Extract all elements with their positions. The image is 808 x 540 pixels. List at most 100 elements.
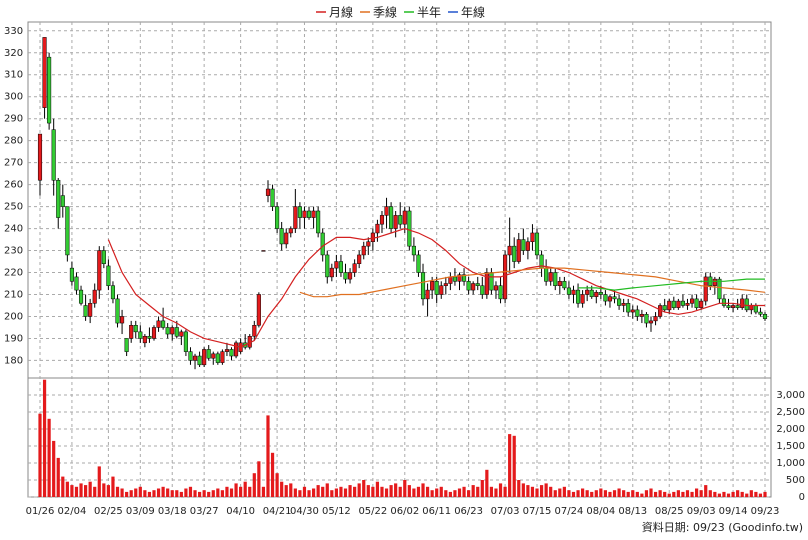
candle-body (398, 215, 403, 225)
candle-body (512, 245, 517, 262)
volume-bar (553, 490, 557, 497)
y2-tick-label: 500 (786, 475, 805, 486)
volume-bar (407, 485, 411, 497)
candle-body (252, 325, 257, 337)
volume-bar (134, 488, 138, 497)
candle-body (749, 305, 754, 311)
candle-body (626, 303, 631, 313)
volume-bar (321, 486, 325, 497)
candle-body (47, 56, 52, 124)
volume-bar (535, 488, 539, 497)
volume-bar (170, 490, 174, 497)
candle-body (215, 353, 220, 363)
volume-bar (476, 486, 480, 497)
legend-label: 季線 (373, 5, 397, 20)
volume-bar (111, 476, 115, 497)
x-tick-label: 06/11 (422, 506, 451, 517)
y-tick-label: 260 (4, 180, 23, 191)
volume-bar (517, 480, 521, 497)
candle-body (726, 305, 731, 308)
candle-body (548, 272, 553, 282)
y-tick-label: 240 (4, 224, 23, 235)
volume-bar (83, 485, 88, 497)
candle-body (452, 276, 457, 282)
volume-bar (316, 485, 320, 497)
candle-body (88, 303, 93, 317)
y2-tick-label: 2,000 (776, 424, 805, 435)
volume-bar (211, 490, 215, 497)
candle-body (261, 250, 266, 252)
candle-body (448, 276, 453, 284)
plot-frame (27, 21, 772, 498)
candle-body (630, 309, 635, 313)
candle-body (589, 289, 594, 297)
volume-bar (398, 486, 402, 497)
volume-bar (115, 486, 120, 497)
volume-bar (544, 483, 548, 497)
volume-bar (562, 486, 566, 497)
volume-bar (622, 490, 626, 497)
volume-bar (444, 490, 448, 497)
volume-bar (143, 490, 147, 497)
volume-bar (749, 490, 753, 497)
volume-bar (558, 488, 562, 497)
volume-bar (243, 481, 247, 497)
candle-body (60, 195, 65, 207)
volume-bar (745, 493, 749, 497)
volume-bar (257, 461, 261, 497)
candle-body (712, 278, 717, 286)
candle-body (544, 267, 549, 282)
volume-bar (166, 488, 170, 497)
candle-body (475, 283, 480, 286)
volume-bar (147, 491, 152, 497)
candle-body (685, 303, 690, 306)
y-tick-label: 250 (4, 202, 23, 213)
candle-body (179, 331, 184, 337)
volume-bar (590, 491, 594, 497)
volume-bar (726, 493, 731, 497)
volume-bar (298, 490, 302, 497)
candle-body (124, 338, 129, 352)
volume-bar (302, 486, 307, 497)
candle-body (553, 272, 558, 286)
volume-bar (567, 490, 571, 497)
y-tick-label: 320 (4, 48, 23, 59)
candle-body (306, 210, 312, 218)
candle-body (740, 298, 745, 308)
candle-body (288, 228, 293, 234)
volume-bar (220, 490, 224, 497)
candle-body (279, 228, 284, 245)
candle-body (699, 300, 704, 308)
volume-bar (603, 490, 608, 497)
x-tick-label: 05/22 (358, 506, 387, 517)
volume-bar (42, 379, 47, 497)
footer: 資料日期: 09/23 (Goodinfo.tw) (642, 520, 803, 534)
volume-bar (179, 491, 183, 497)
volume-bar (653, 491, 658, 497)
candle-body (416, 254, 421, 273)
candle-body (97, 250, 102, 291)
volume-bar (289, 483, 293, 497)
volume-bar (339, 486, 343, 497)
candle-body (142, 335, 147, 344)
candle-body (393, 215, 398, 229)
candle-body (735, 305, 740, 308)
candle-body (83, 305, 88, 317)
volume-bar (676, 490, 680, 497)
volume-bar (585, 490, 589, 497)
y2-tick-label: 0 (799, 492, 805, 503)
candle-body (183, 331, 188, 352)
candle-body (484, 272, 489, 295)
candle-body (197, 355, 202, 366)
volume-bar (138, 486, 142, 497)
candle-body (703, 276, 708, 302)
candle-body (138, 331, 143, 339)
volume-bar (663, 491, 667, 497)
candle-body (571, 289, 576, 295)
volume-bar (713, 491, 717, 497)
volume-bar (512, 435, 516, 497)
volume-bar (685, 490, 690, 497)
candle-body (425, 289, 430, 300)
volume-bar (681, 491, 685, 497)
candle-body (443, 283, 448, 286)
